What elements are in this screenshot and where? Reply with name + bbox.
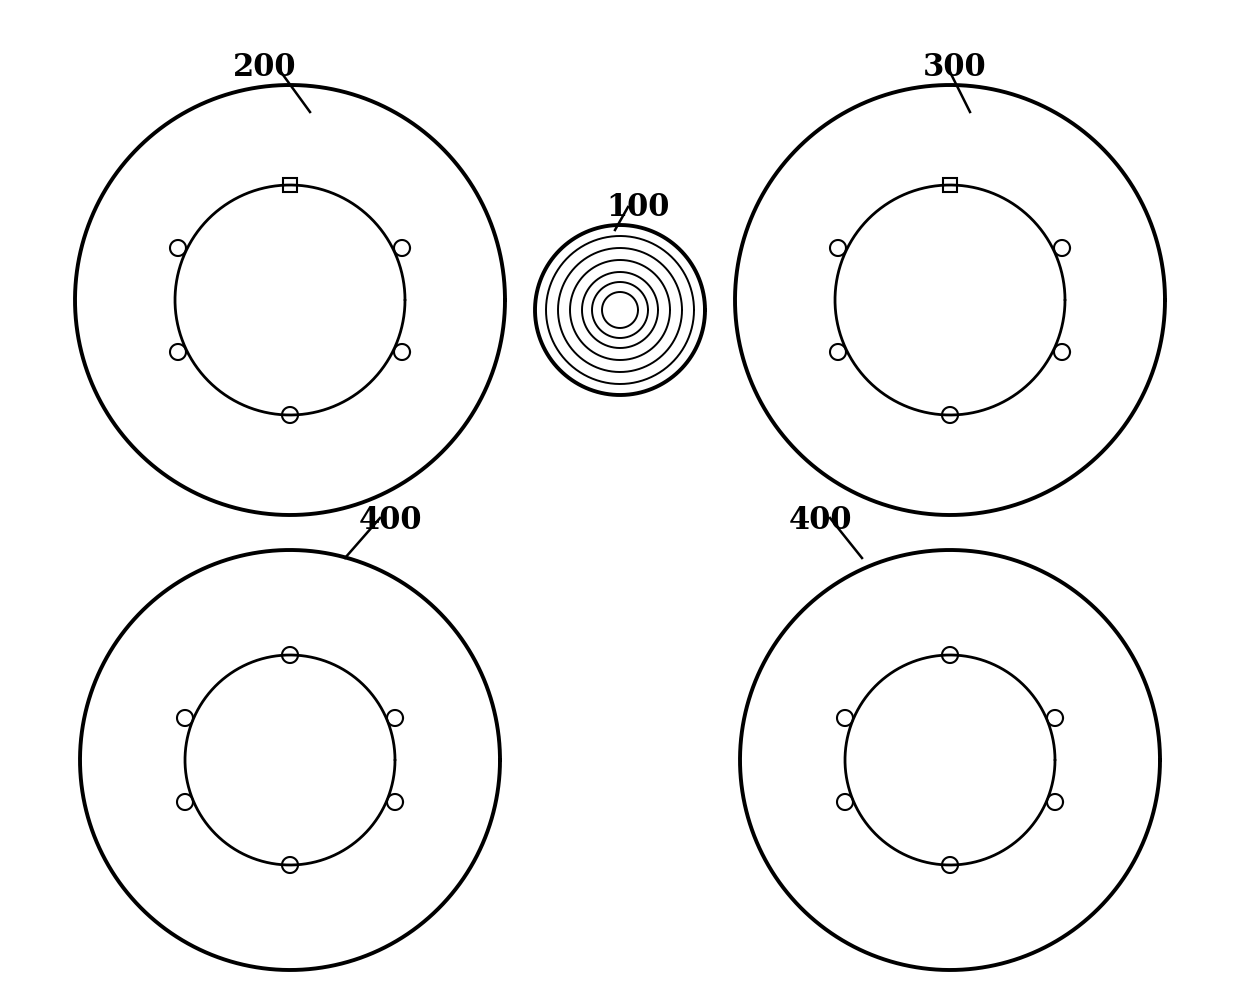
Text: 100: 100 [606, 192, 670, 223]
Text: 300: 300 [924, 52, 987, 83]
Text: 400: 400 [789, 505, 852, 536]
Bar [283, 178, 298, 192]
Text: 400: 400 [358, 505, 422, 536]
Text: 200: 200 [233, 52, 296, 83]
Bar [942, 178, 957, 192]
